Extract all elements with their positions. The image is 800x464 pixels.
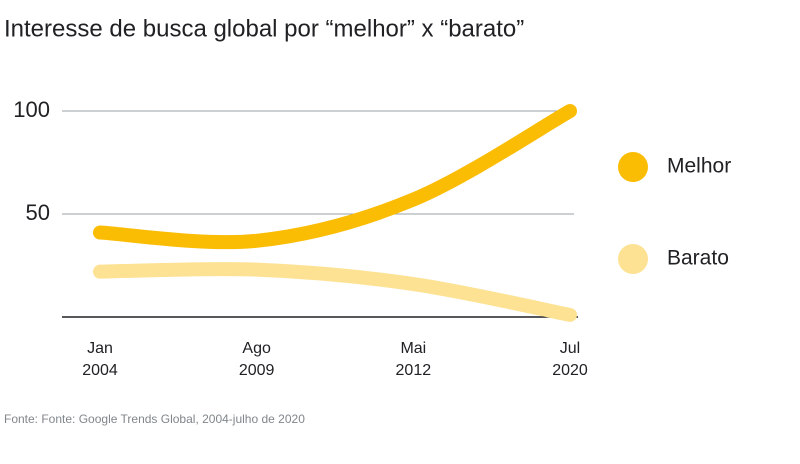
legend-swatch [618,152,648,182]
series-line [93,262,577,322]
x-tick-label: Mai 2012 [395,340,432,379]
x-tick-label: Jul 2020 [552,340,588,379]
source-note: Fonte: Fonte: Google Trends Global, 2004… [4,412,305,426]
legend-swatch [618,244,648,274]
legend-label: Melhor [667,155,731,178]
x-tick-label: Jan 2004 [82,340,118,379]
y-tick-label: 50 [26,200,50,225]
y-tick-label: 100 [13,97,50,122]
chart-title: Interesse de busca global por “melhor” x… [4,15,524,42]
series-line [93,104,577,250]
x-tick-label: Ago 2009 [238,340,275,379]
legend-label: Barato [667,247,729,270]
